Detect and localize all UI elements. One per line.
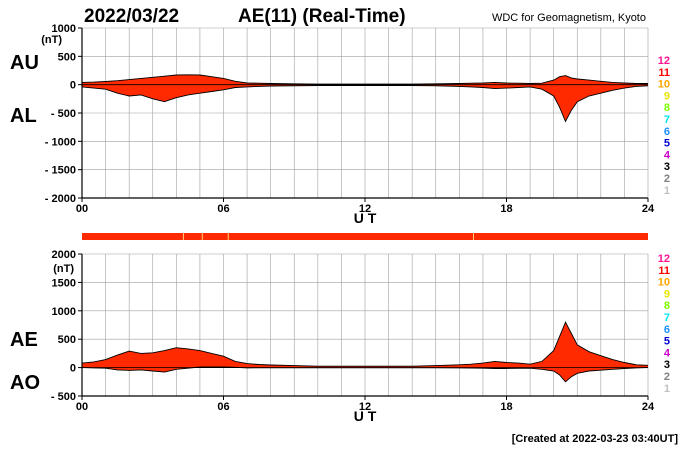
x-tick-label: 00 xyxy=(76,203,88,215)
x-tick-label: 00 xyxy=(76,401,88,413)
series-line-ae xyxy=(81,321,649,367)
series-line-al xyxy=(81,85,649,123)
station-legend-item: 1 xyxy=(664,383,670,395)
y-tick-label: - 500 xyxy=(51,391,76,403)
au-label: AU xyxy=(10,52,39,74)
created-timestamp: [Created at 2022-03-23 03:40UT] xyxy=(512,433,679,445)
y-tick-label: - 2000 xyxy=(45,193,76,205)
station-legend-item: 8 xyxy=(664,300,670,312)
station-bar-marks xyxy=(182,233,474,240)
y-tick-label: 1000 xyxy=(52,306,76,318)
station-legend-item: 7 xyxy=(664,312,670,324)
station-legend-item: 4 xyxy=(664,347,671,359)
au-al-xlabel: U T xyxy=(354,210,377,226)
station-legend-item: 5 xyxy=(664,336,670,348)
station-legend-item: 11 xyxy=(658,265,670,277)
station-bar xyxy=(82,233,648,240)
x-tick-label: 24 xyxy=(642,401,655,413)
x-tick-label: 18 xyxy=(500,203,512,215)
station-legend-item: 11 xyxy=(658,67,670,79)
x-tick-label: 24 xyxy=(642,203,655,215)
x-tick-label: 06 xyxy=(217,401,229,413)
station-legend-item: 2 xyxy=(664,371,670,383)
ae-ao-series xyxy=(81,321,649,383)
y-tick-label: - 1500 xyxy=(45,165,76,177)
station-legend-item: 2 xyxy=(664,173,670,185)
station-legend-item: 7 xyxy=(664,114,670,126)
ae-label: AE xyxy=(10,329,38,351)
ao-label: AO xyxy=(10,372,40,394)
al-label: AL xyxy=(10,105,37,127)
x-tick-label: 12 xyxy=(359,401,371,413)
station-legend-item: 12 xyxy=(658,55,670,67)
date-label: 2022/03/22 xyxy=(84,6,179,27)
y-tick-label: 0 xyxy=(70,80,76,92)
band-fill xyxy=(82,74,648,122)
y-tick-label: 1500 xyxy=(52,277,76,289)
au-al-unit: (nT) xyxy=(41,34,62,46)
station-legend-item: 6 xyxy=(664,126,670,138)
station-legend-item: 5 xyxy=(664,138,670,150)
x-tick-label: 12 xyxy=(359,203,371,215)
station-legend-item: 1 xyxy=(664,185,670,197)
y-tick-label: 2000 xyxy=(52,249,76,261)
ae-ao-unit: (nT) xyxy=(53,263,74,275)
station-legend-item: 10 xyxy=(658,79,670,91)
station-legend-item: 8 xyxy=(664,102,670,114)
y-tick-label: - 1000 xyxy=(45,136,76,148)
ae-ao-xlabel: U T xyxy=(354,408,377,424)
y-tick-label: 1000 xyxy=(52,23,76,35)
x-tick-label: 18 xyxy=(500,401,512,413)
y-tick-label: 0 xyxy=(70,363,76,375)
station-legend-item: 9 xyxy=(664,288,670,300)
station-legend-item: 9 xyxy=(664,90,670,102)
station-legend-item: 3 xyxy=(664,359,670,371)
ae-ao-axes: 1500 1000 500 0 - 500 2000 00 06 12 18 24 xyxy=(51,249,655,413)
chart-title: AE(11) (Real-Time) xyxy=(238,6,406,27)
station-bar-fill xyxy=(82,233,648,240)
au-al-series xyxy=(81,74,649,123)
y-tick-label: 500 xyxy=(58,334,76,346)
source-label: WDC for Geomagnetism, Kyoto xyxy=(492,12,646,24)
station-legend-item: 12 xyxy=(658,253,670,265)
x-tick-label: 06 xyxy=(217,203,229,215)
station-legend-item: 4 xyxy=(664,149,671,161)
station-legend-item: 10 xyxy=(658,277,670,289)
y-tick-label: - 500 xyxy=(51,108,76,120)
y-tick-label: 500 xyxy=(58,51,76,63)
station-legend-item: 3 xyxy=(664,161,670,173)
station-legend-item: 6 xyxy=(664,324,670,336)
series-line-au xyxy=(81,74,648,85)
